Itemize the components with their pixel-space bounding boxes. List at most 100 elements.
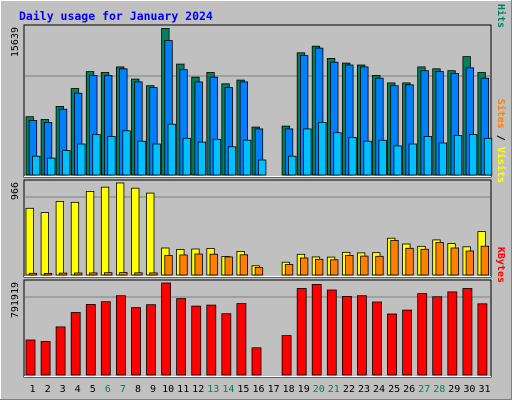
day-label-14: 14 [222,384,234,395]
day-label-20: 20 [313,384,325,395]
day-label-31: 31 [478,384,490,395]
bar-pages-day-27 [423,136,433,176]
bar-kbytes-day-20 [311,283,322,376]
bar-pages-day-24 [378,139,387,176]
day-label-19: 19 [298,384,310,395]
bar-sites-day-8 [134,272,143,276]
bar-pages-day-3 [62,150,71,176]
day-label-30: 30 [463,384,475,395]
bar-visits-day-9 [146,192,155,276]
day-label-12: 12 [192,384,204,395]
bar-kbytes-day-30 [462,288,473,376]
day-label-7: 7 [120,384,126,395]
panel-legend: KBytes [495,247,506,283]
day-label-4: 4 [75,384,81,395]
bar-visits-day-7 [116,182,125,276]
bar-sites-day-13 [209,253,218,276]
bar-kbytes-day-11 [176,298,187,376]
legend-part: Visits [495,147,507,183]
day-label-5: 5 [90,384,96,395]
panel-legend: Sites / Visits [495,99,507,183]
panel-max-label: 966 [10,182,21,200]
bar-visits-day-1 [25,207,34,276]
bar-sites-day-9 [149,272,158,276]
bar-kbytes-day-8 [131,307,141,376]
bar-sites-day-7 [119,272,128,276]
legend-part: Hits [495,4,507,28]
day-label-28: 28 [433,384,445,395]
bar-pages-day-14 [227,146,237,176]
bar-sites-day-22 [345,254,354,276]
bar-pages-day-5 [92,134,101,176]
bar-pages-day-25 [393,145,402,176]
day-label-17: 17 [268,384,280,395]
bar-pages-day-19 [303,128,312,176]
bar-pages-day-10 [167,123,176,176]
bar-kbytes-day-12 [191,305,202,376]
bar-sites-day-31 [480,245,490,276]
series-kbytes [25,282,488,376]
day-label-23: 23 [358,384,370,395]
legend-part: Sites [495,99,507,129]
panel-kbytes: 791919 KBytes [10,247,506,378]
bar-kbytes-day-24 [372,301,382,376]
bar-kbytes-day-21 [326,289,337,376]
panel-max-label: 15639 [10,27,21,57]
bar-sites-day-29 [450,247,459,276]
bar-pages-day-9 [152,143,161,176]
bar-kbytes-day-2 [40,341,51,376]
bar-pages-day-1 [32,155,41,176]
series-sites [28,240,490,276]
bar-sites-day-5 [89,272,98,276]
bar-sites-day-12 [194,253,203,276]
series-files [28,40,490,176]
legend-part: / [495,0,506,4]
bar-kbytes-day-19 [296,288,307,376]
day-label-1: 1 [29,384,35,395]
bar-kbytes-day-7 [116,295,126,376]
bar-kbytes-day-31 [477,303,488,376]
bar-sites-day-11 [179,254,188,276]
bar-pages-day-28 [438,142,448,176]
bar-kbytes-day-29 [447,291,458,376]
bar-sites-day-3 [58,272,68,276]
bar-pages-day-16 [257,159,267,176]
bar-sites-day-27 [420,248,429,276]
bar-kbytes-day-16 [251,347,262,376]
bar-pages-day-6 [107,136,116,176]
bar-sites-day-15 [239,254,249,276]
x-axis-day-labels: 1 2 3 4 5 6 7 8 9 10 11 12 13 14 15 16 17 18 19 20 21 22 23 24 2… [29,384,490,395]
day-label-22: 22 [343,384,355,395]
series-pages [32,122,493,176]
bar-visits-day-2 [40,212,49,276]
bar-sites-day-28 [435,242,444,276]
bar-sites-day-18 [284,264,294,276]
bar-kbytes-day-5 [85,303,96,376]
bar-kbytes-day-10 [161,282,172,376]
legend-part: / [495,129,506,147]
bar-sites-day-20 [314,258,324,276]
bar-sites-day-14 [224,256,233,276]
bar-sites-day-1 [28,272,38,276]
bar-sites-day-30 [465,250,475,276]
bar-kbytes-day-14 [221,313,232,376]
bar-sites-day-26 [405,247,414,276]
bar-sites-day-23 [360,255,369,276]
bar-visits-day-6 [100,186,110,276]
bar-kbytes-day-25 [387,313,397,376]
bar-pages-day-13 [212,138,222,176]
bar-pages-day-31 [483,137,493,176]
bar-kbytes-day-28 [432,296,443,376]
bar-kbytes-day-9 [146,304,156,376]
day-label-3: 3 [60,384,66,395]
bar-sites-day-24 [375,255,384,276]
day-label-11: 11 [177,384,189,395]
day-label-26: 26 [403,384,415,395]
chart-title: Daily usage for January 2024 [19,9,213,23]
bar-pages-day-18 [288,155,297,176]
day-label-15: 15 [237,384,249,395]
bar-kbytes-day-22 [341,295,352,376]
bar-sites-day-16 [254,266,264,276]
legend-part: KBytes [495,247,506,283]
